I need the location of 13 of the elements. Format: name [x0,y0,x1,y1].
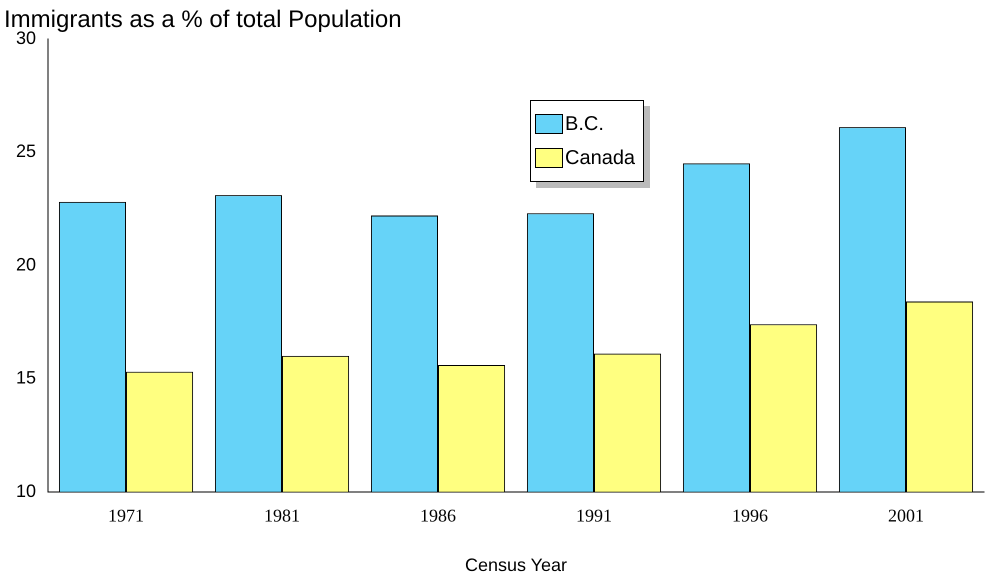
y-tick-label: 25 [16,141,36,162]
x-tick-label: 1996 [732,505,768,526]
legend-label: B.C. [565,112,604,137]
x-tick-label: 1986 [420,505,456,526]
y-tick-label: 15 [16,368,36,388]
y-tick-label: 10 [16,480,36,501]
x-tick-label: 1971 [108,505,144,526]
y-tick-label: 20 [16,254,36,274]
x-axis-title: Census Year [464,555,568,576]
legend-label: Canada [565,146,636,171]
x-tick-label: 1991 [576,505,612,526]
x-tick-label: 1981 [264,505,300,526]
x-tick-label: 2001 [888,505,924,526]
